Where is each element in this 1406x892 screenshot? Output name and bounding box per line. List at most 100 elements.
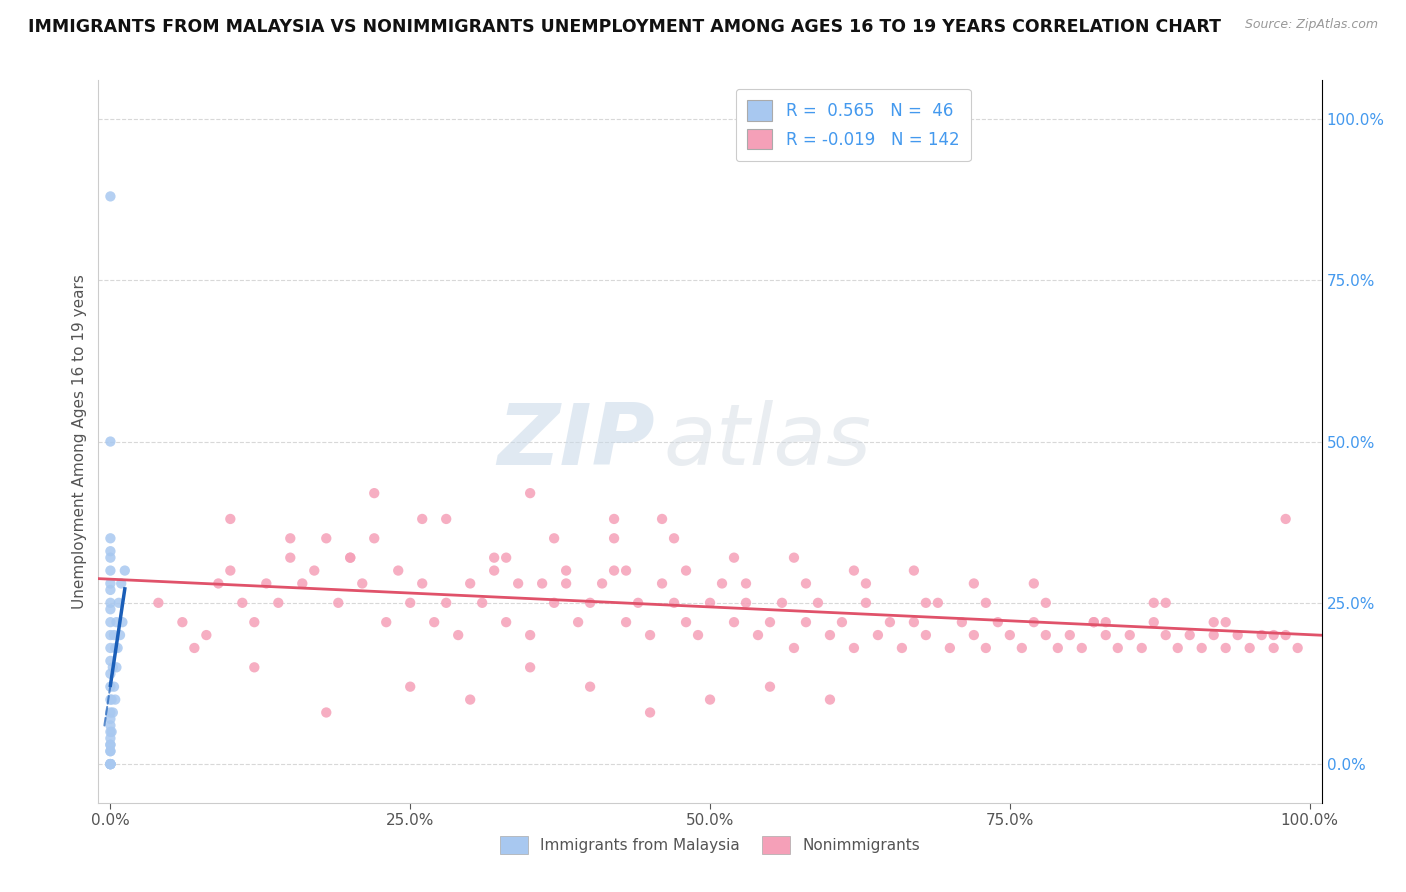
Point <box>543 596 565 610</box>
Point <box>399 596 422 610</box>
Point <box>974 640 997 655</box>
Point <box>411 512 433 526</box>
Point <box>818 692 841 706</box>
Point <box>100 706 122 720</box>
Point <box>172 615 194 630</box>
Point <box>662 531 685 545</box>
Point <box>183 640 205 655</box>
Point <box>567 615 589 630</box>
Point <box>495 550 517 565</box>
Point <box>243 615 266 630</box>
Point <box>375 615 398 630</box>
Point <box>927 596 949 610</box>
Point <box>950 615 973 630</box>
Point <box>100 596 122 610</box>
Point <box>104 640 127 655</box>
Point <box>1107 640 1129 655</box>
Point <box>866 628 889 642</box>
Point <box>111 615 134 630</box>
Point <box>759 680 782 694</box>
Point <box>100 582 122 597</box>
Point <box>614 564 637 578</box>
Point <box>794 576 817 591</box>
Point <box>100 718 122 732</box>
Point <box>434 512 457 526</box>
Point <box>1215 640 1237 655</box>
Point <box>855 596 877 610</box>
Point <box>519 628 541 642</box>
Point <box>831 615 853 630</box>
Point <box>987 615 1010 630</box>
Point <box>105 615 128 630</box>
Point <box>100 757 122 772</box>
Point <box>890 640 912 655</box>
Point <box>1274 628 1296 642</box>
Point <box>107 640 129 655</box>
Point <box>807 596 830 610</box>
Text: ZIP: ZIP <box>498 400 655 483</box>
Text: atlas: atlas <box>664 400 872 483</box>
Point <box>482 550 505 565</box>
Point <box>723 550 745 565</box>
Point <box>783 550 806 565</box>
Point <box>1263 640 1285 655</box>
Point <box>434 596 457 610</box>
Point <box>100 666 122 681</box>
Point <box>1083 615 1105 630</box>
Point <box>254 576 277 591</box>
Point <box>783 640 806 655</box>
Point <box>1274 512 1296 526</box>
Point <box>423 615 446 630</box>
Point <box>100 434 122 449</box>
Point <box>1035 596 1057 610</box>
Point <box>100 654 122 668</box>
Point <box>1070 640 1092 655</box>
Point <box>699 596 721 610</box>
Point <box>100 692 122 706</box>
Point <box>458 692 481 706</box>
Point <box>1286 640 1309 655</box>
Point <box>735 596 758 610</box>
Point <box>747 628 769 642</box>
Point <box>100 724 122 739</box>
Point <box>100 757 122 772</box>
Point <box>759 615 782 630</box>
Point <box>100 640 122 655</box>
Point <box>675 564 697 578</box>
Point <box>100 757 122 772</box>
Point <box>963 576 986 591</box>
Point <box>842 564 865 578</box>
Point <box>1202 615 1225 630</box>
Point <box>243 660 266 674</box>
Point <box>555 564 578 578</box>
Point <box>638 706 661 720</box>
Point <box>963 628 986 642</box>
Point <box>328 596 350 610</box>
Point <box>651 576 673 591</box>
Point <box>103 628 125 642</box>
Point <box>100 615 122 630</box>
Point <box>100 744 122 758</box>
Point <box>315 706 337 720</box>
Point <box>1263 628 1285 642</box>
Point <box>101 706 124 720</box>
Point <box>267 596 290 610</box>
Point <box>207 576 229 591</box>
Point <box>1059 628 1081 642</box>
Point <box>974 596 997 610</box>
Point <box>1022 576 1045 591</box>
Point <box>675 615 697 630</box>
Point <box>1094 628 1116 642</box>
Point <box>879 615 901 630</box>
Point <box>100 628 122 642</box>
Point <box>1202 628 1225 642</box>
Point <box>1094 615 1116 630</box>
Point <box>1046 640 1069 655</box>
Point <box>100 738 122 752</box>
Point <box>603 531 626 545</box>
Point <box>195 628 218 642</box>
Point <box>114 564 136 578</box>
Point <box>108 628 131 642</box>
Point <box>104 692 127 706</box>
Point <box>1130 640 1153 655</box>
